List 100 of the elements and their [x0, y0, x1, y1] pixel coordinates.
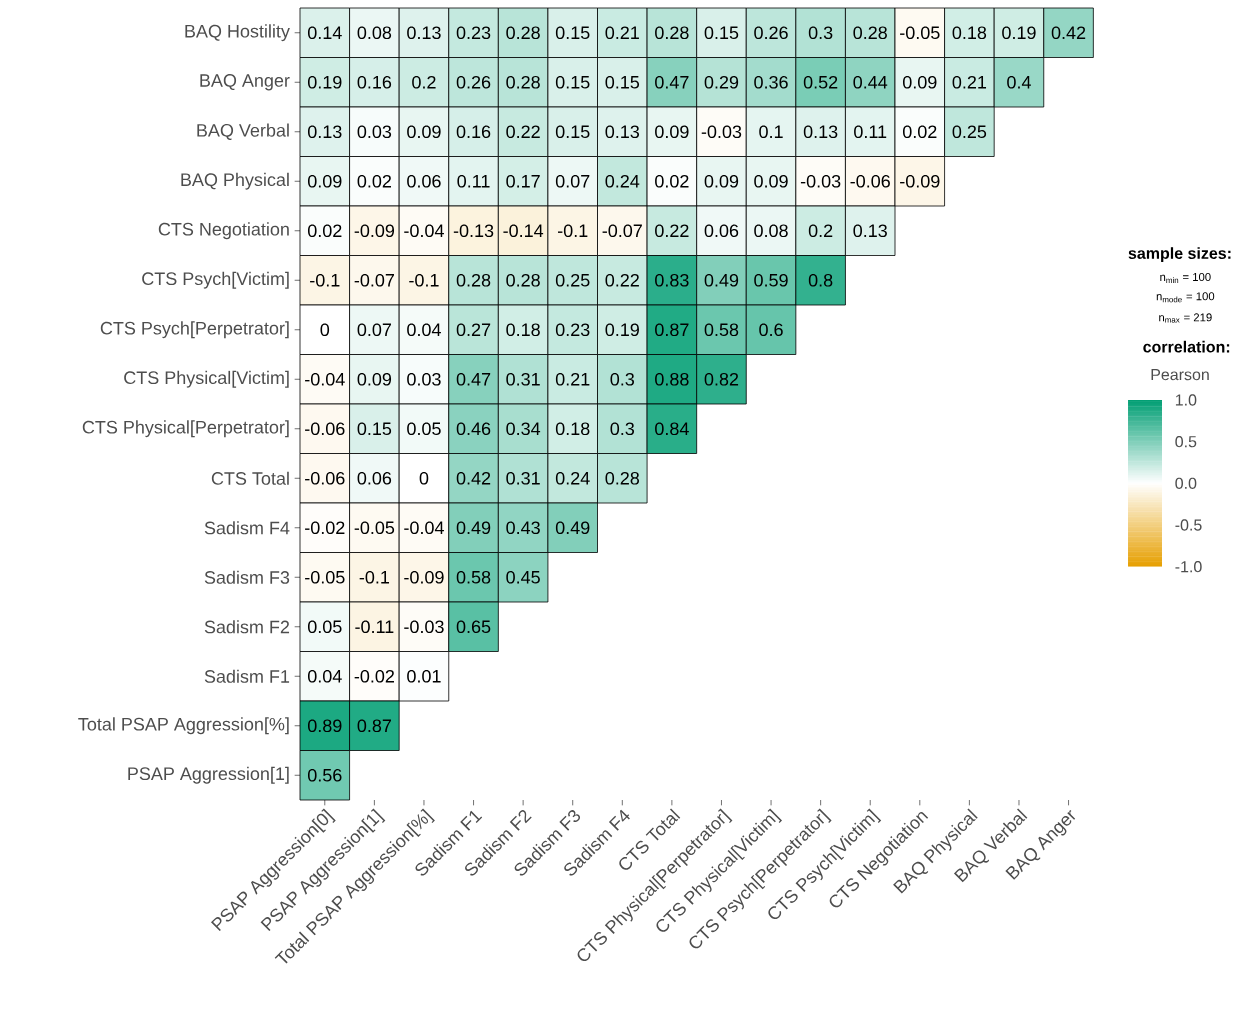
data-label: -0.06 [850, 174, 890, 188]
data-label: -0.03 [800, 174, 841, 188]
data-label: 0.84 [655, 422, 689, 436]
data-label: 0.04 [307, 669, 342, 683]
data-label: 0.18 [506, 323, 540, 337]
y-tick-label: CTS Psych[Victim] [142, 271, 289, 289]
y-tick-label: CTS Psych[Perpetrator] [100, 321, 289, 339]
data-label: 0.23 [456, 26, 491, 40]
data-label: 0.2 [412, 75, 436, 89]
data-label: 0.18 [952, 26, 987, 40]
data-label: 0.22 [506, 125, 540, 139]
data-label: -0.09 [900, 174, 940, 188]
data-label: -0.05 [354, 521, 395, 535]
data-label: 0.3 [610, 372, 635, 386]
data-label: 0.3 [610, 422, 635, 436]
y-tick-label: Sadism F3 [204, 570, 290, 584]
data-label: 0.6 [759, 323, 783, 337]
data-label: 0.13 [605, 125, 640, 139]
data-label: -0.13 [453, 224, 494, 238]
data-label: 0.25 [952, 125, 987, 139]
color-bar-label: 0.5 [1175, 436, 1197, 448]
data-label: -0.07 [602, 224, 642, 238]
data-label: 0.07 [555, 174, 590, 188]
data-label: 0.28 [655, 26, 689, 40]
data-label: -0.1 [409, 273, 439, 287]
text: n$_{min}$ = 100 [1160, 273, 1211, 283]
data-label: 0.09 [307, 174, 342, 188]
data-label: 0.49 [555, 521, 590, 535]
data-label: 0.87 [655, 323, 689, 337]
data-label: 0.15 [555, 75, 590, 89]
data-label: -0.1 [558, 224, 588, 238]
data-label: 0.31 [506, 372, 540, 386]
data-label: 0.22 [605, 273, 639, 287]
data-label: 0.03 [407, 372, 441, 386]
data-label: 0.13 [307, 125, 342, 139]
data-label: 0.05 [307, 620, 342, 634]
data-label: 0.08 [357, 26, 392, 40]
data-label: 0.29 [704, 75, 739, 89]
data-label: -0.04 [305, 372, 345, 386]
color-bar-label: 0.0 [1175, 477, 1197, 489]
data-label: -0.09 [404, 570, 444, 584]
data-label: 0.1 [759, 125, 783, 139]
data-label: 0.02 [903, 125, 937, 139]
data-label: 0.28 [605, 471, 640, 485]
y-tick-label: CTS Physical[Victim] [124, 370, 289, 388]
data-label: 0.18 [555, 422, 590, 436]
data-label: -0.14 [503, 224, 544, 238]
data-label: 0.28 [506, 26, 540, 40]
data-label: -0.07 [354, 273, 394, 287]
data-label: -0.04 [404, 521, 444, 535]
data-label: 0.06 [407, 174, 441, 188]
data-label: 0.09 [903, 75, 937, 89]
data-label: 0.89 [307, 719, 342, 733]
data-label: 0.22 [655, 224, 689, 238]
data-label: 0.02 [357, 174, 391, 188]
y-tick-label: PSAP Aggression[1] [128, 766, 289, 784]
data-label: 0.87 [357, 719, 391, 733]
data-label: 0.65 [456, 620, 491, 634]
y-tick-label: CTS Negotiation [158, 222, 289, 240]
data-label: 0.11 [854, 125, 887, 139]
data-label: -0.05 [900, 26, 940, 40]
data-label: 0.34 [506, 422, 541, 436]
data-label: 0.19 [605, 323, 639, 337]
y-tick-label: BAQ Anger [200, 74, 290, 91]
data-label: 0.09 [754, 174, 788, 188]
data-label: 0.05 [407, 422, 441, 436]
data-label: 0.15 [704, 26, 739, 40]
data-label: 0.3 [808, 26, 833, 40]
data-label: 0.15 [605, 75, 640, 89]
data-label: 0.06 [704, 224, 739, 238]
data-label: 0.19 [307, 75, 342, 89]
data-label: 0.23 [555, 323, 590, 337]
data-label: 0.59 [754, 273, 788, 287]
y-tick-label: Total PSAP Aggression[%] [78, 717, 289, 735]
data-label: 0.28 [853, 26, 887, 40]
data-label: 0.82 [704, 372, 739, 386]
data-label: 0.21 [605, 26, 639, 40]
data-label: 0.19 [1002, 26, 1036, 40]
data-label: 0.11 [457, 174, 490, 188]
data-label: -0.1 [310, 273, 340, 287]
data-label: -0.11 [355, 620, 394, 634]
data-label: 0.46 [456, 422, 491, 436]
data-label: 0.02 [307, 224, 342, 238]
data-label: 0.26 [754, 26, 788, 40]
data-label: 0.83 [655, 273, 689, 287]
data-label: -0.03 [701, 125, 742, 139]
y-tick-label: BAQ Verbal [197, 123, 289, 140]
data-label: 0.07 [357, 323, 391, 337]
color-bar-label: -1.0 [1175, 561, 1202, 573]
color-bar-title: correlation: [1143, 340, 1230, 353]
data-label: -0.06 [305, 471, 345, 485]
data-label: -0.09 [354, 224, 395, 238]
data-label: 0.13 [803, 125, 838, 139]
data-label: 0.49 [456, 521, 491, 535]
data-label: -0.06 [305, 422, 345, 436]
data-label: 0.02 [655, 174, 689, 188]
data-label: 0.09 [357, 372, 392, 386]
color-bar-label: 1.0 [1175, 394, 1197, 406]
data-label: 0.56 [307, 768, 342, 782]
legend-title: sample sizes: [1128, 247, 1231, 263]
